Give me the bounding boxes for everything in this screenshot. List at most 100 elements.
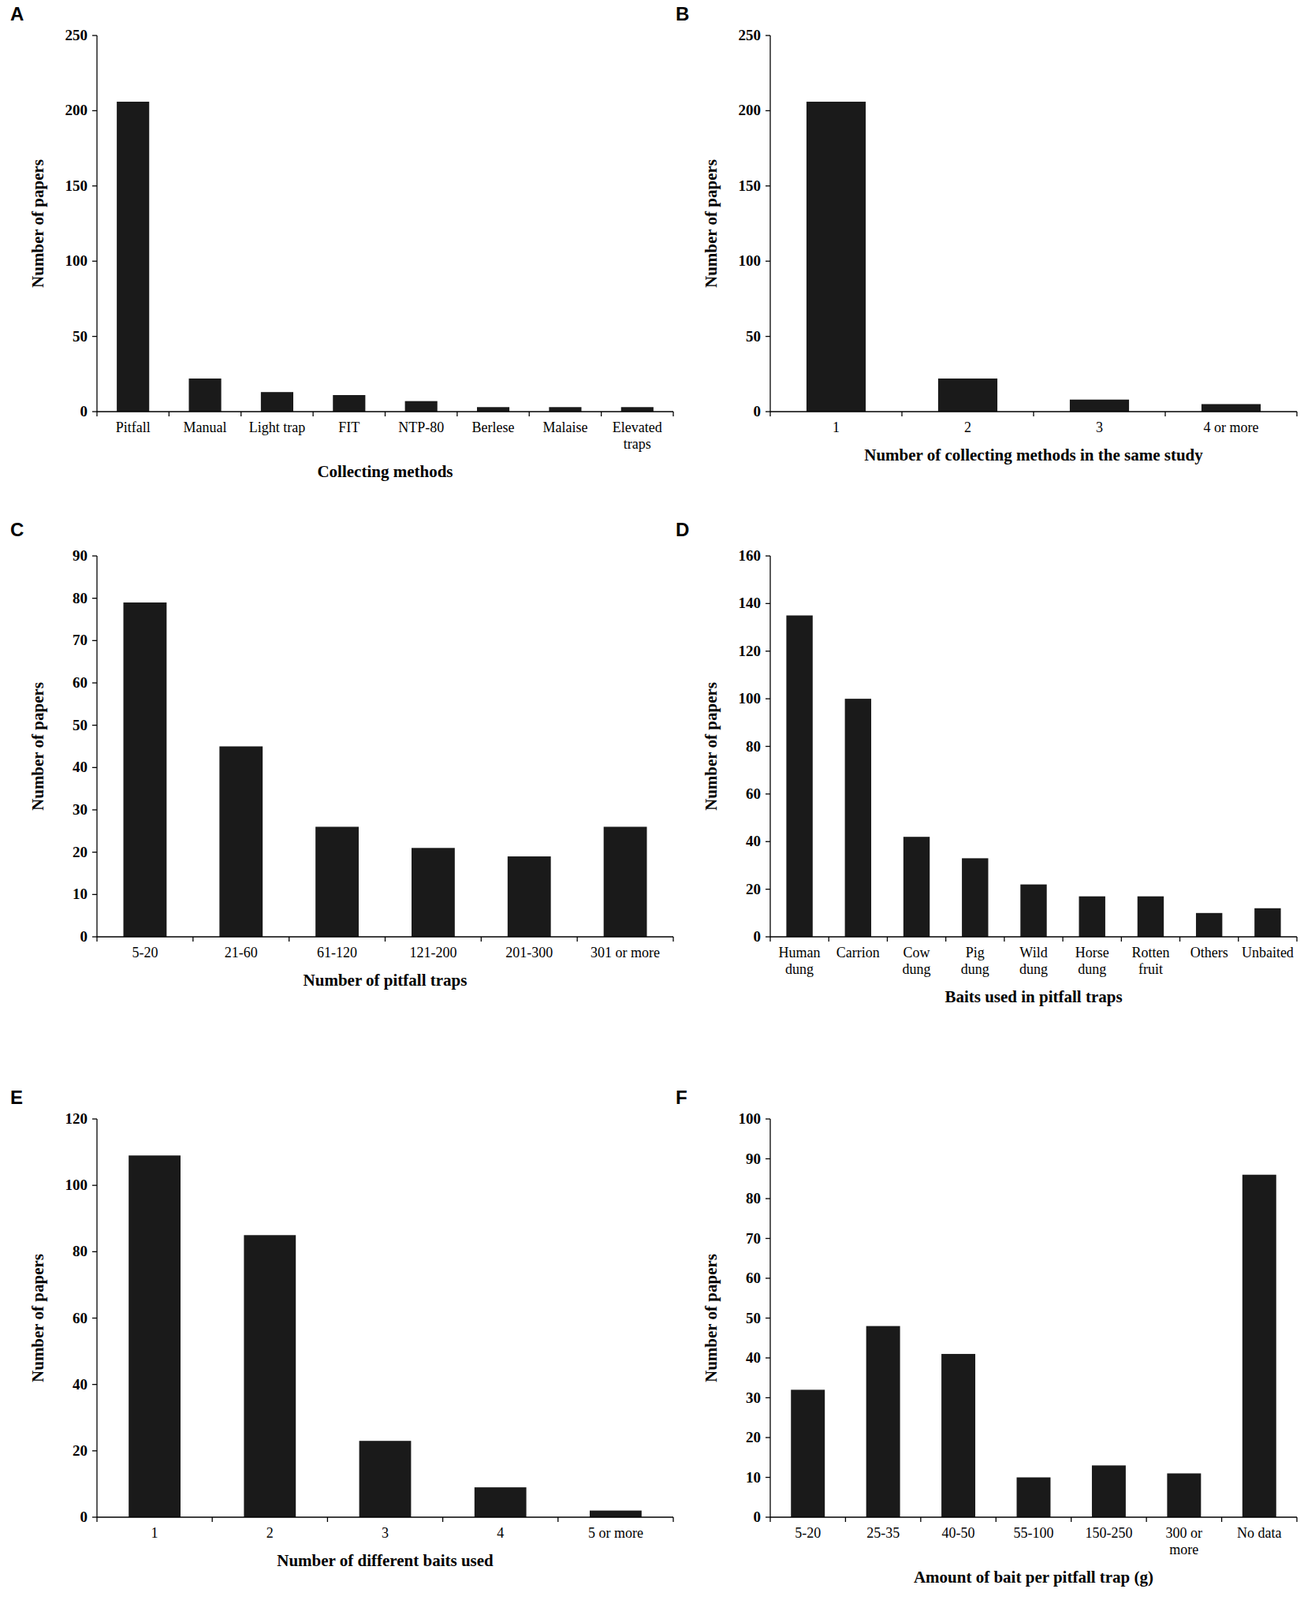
bar: [941, 1353, 976, 1517]
x-tick-label: 301 or more: [590, 944, 660, 961]
bar: [1091, 1464, 1126, 1517]
x-tick: [1164, 411, 1166, 417]
x-tick: [96, 411, 97, 417]
y-tick: [92, 597, 97, 599]
bar: [411, 847, 455, 937]
y-tick-label: 0: [80, 927, 89, 945]
y-tick-label: 100: [738, 1110, 762, 1127]
y-tick-label: 100: [738, 689, 762, 707]
x-tick-label: Berlese: [472, 419, 515, 436]
x-tick: [442, 1516, 444, 1522]
x-axis-title: Baits used in pitfall traps: [944, 987, 1122, 1006]
bar: [903, 836, 930, 937]
x-tick: [327, 1516, 328, 1522]
bar: [123, 602, 168, 937]
y-tick: [92, 1449, 97, 1451]
panel-letter: F: [675, 1086, 688, 1108]
bar: [1137, 896, 1164, 937]
y-tick: [92, 110, 97, 112]
y-tick-label: 40: [72, 758, 88, 775]
x-tick: [1221, 1516, 1223, 1522]
y-tick: [765, 935, 771, 937]
x-tick: [1061, 936, 1063, 942]
x-tick: [192, 936, 194, 942]
y-tick-label: 80: [745, 1189, 761, 1207]
y-tick: [92, 767, 97, 768]
x-tick: [480, 936, 482, 942]
x-tick-label: Light trap: [249, 419, 306, 436]
y-tick-label: 80: [72, 589, 88, 607]
bar: [243, 1234, 296, 1517]
x-axis: [96, 1516, 674, 1517]
bar: [507, 856, 552, 937]
y-tick: [765, 1197, 771, 1199]
panel-letter: E: [10, 1086, 23, 1108]
y-tick-label: 100: [65, 1176, 89, 1193]
panel: F01020304050607080901005-2025-3540-5055-…: [675, 1086, 1297, 1587]
y-tick: [765, 1476, 771, 1478]
x-tick: [456, 411, 458, 417]
y-tick: [765, 603, 771, 604]
y-tick: [765, 335, 771, 337]
x-tick-label: Pigdung: [961, 944, 990, 977]
x-tick-label: NTP-80: [398, 419, 444, 436]
bar: [621, 406, 654, 412]
x-axis: [770, 935, 1297, 937]
y-tick-label: 50: [745, 327, 761, 345]
panel: D020406080100120140160HumandungCarrionCo…: [675, 518, 1297, 1006]
y-tick: [92, 335, 97, 337]
x-tick-label: 2: [266, 1524, 274, 1541]
y-tick-label: 100: [738, 252, 762, 269]
x-tick-label: 201-300: [505, 944, 553, 961]
y-tick: [765, 841, 771, 843]
y-tick-label: 0: [753, 927, 762, 945]
y-tick: [765, 110, 771, 112]
x-tick: [1296, 1516, 1297, 1522]
y-tick-label: 40: [745, 832, 761, 850]
x-tick-label: Manual: [183, 419, 228, 436]
bars: [128, 1154, 642, 1517]
bar: [845, 698, 872, 937]
y-tick: [92, 1117, 97, 1119]
y-tick: [765, 745, 771, 747]
x-tick-label: 4 or more: [1203, 419, 1260, 436]
bar: [315, 826, 359, 937]
y-tick-label: 60: [745, 785, 761, 802]
y-tick-label: 50: [72, 716, 88, 734]
x-tick-label: Carrion: [836, 944, 880, 961]
y-tick-label: 20: [72, 1441, 88, 1459]
bar: [1020, 884, 1047, 937]
bar: [1254, 908, 1281, 937]
x-tick: [828, 936, 830, 942]
x-tick: [769, 1516, 771, 1522]
y-tick-label: 70: [72, 631, 88, 649]
x-tick: [212, 1516, 213, 1522]
x-tick: [600, 411, 602, 417]
x-tick-label: 1: [151, 1524, 159, 1541]
x-tick-label: Humandung: [778, 944, 821, 977]
x-tick: [995, 1516, 997, 1522]
y-tick: [92, 808, 97, 810]
bar: [938, 378, 998, 412]
y-tick-label: 30: [72, 801, 88, 818]
y-tick-label: 20: [72, 843, 88, 861]
x-tick-label: Wilddung: [1019, 944, 1048, 977]
bar: [1201, 403, 1261, 412]
y-axis: [769, 35, 771, 412]
panel: E02040608010012012345 or moreNumber of d…: [10, 1086, 674, 1570]
y-axis: [96, 35, 97, 412]
y-tick-label: 200: [738, 101, 762, 119]
y-tick-label: 150: [738, 177, 762, 194]
x-tick-label: Others: [1190, 944, 1229, 961]
y-tick: [92, 851, 97, 853]
x-tick-label: Cowdung: [902, 944, 932, 977]
x-tick-label: Unbaited: [1241, 944, 1294, 961]
x-tick-label: 5 or more: [588, 1524, 644, 1541]
bar: [961, 857, 988, 937]
x-tick-label: 21-60: [224, 944, 258, 961]
x-axis-title: Collecting methods: [316, 461, 453, 481]
y-tick: [765, 1516, 771, 1517]
y-tick: [92, 681, 97, 683]
y-tick-label: 40: [72, 1375, 88, 1393]
x-tick: [769, 936, 771, 942]
